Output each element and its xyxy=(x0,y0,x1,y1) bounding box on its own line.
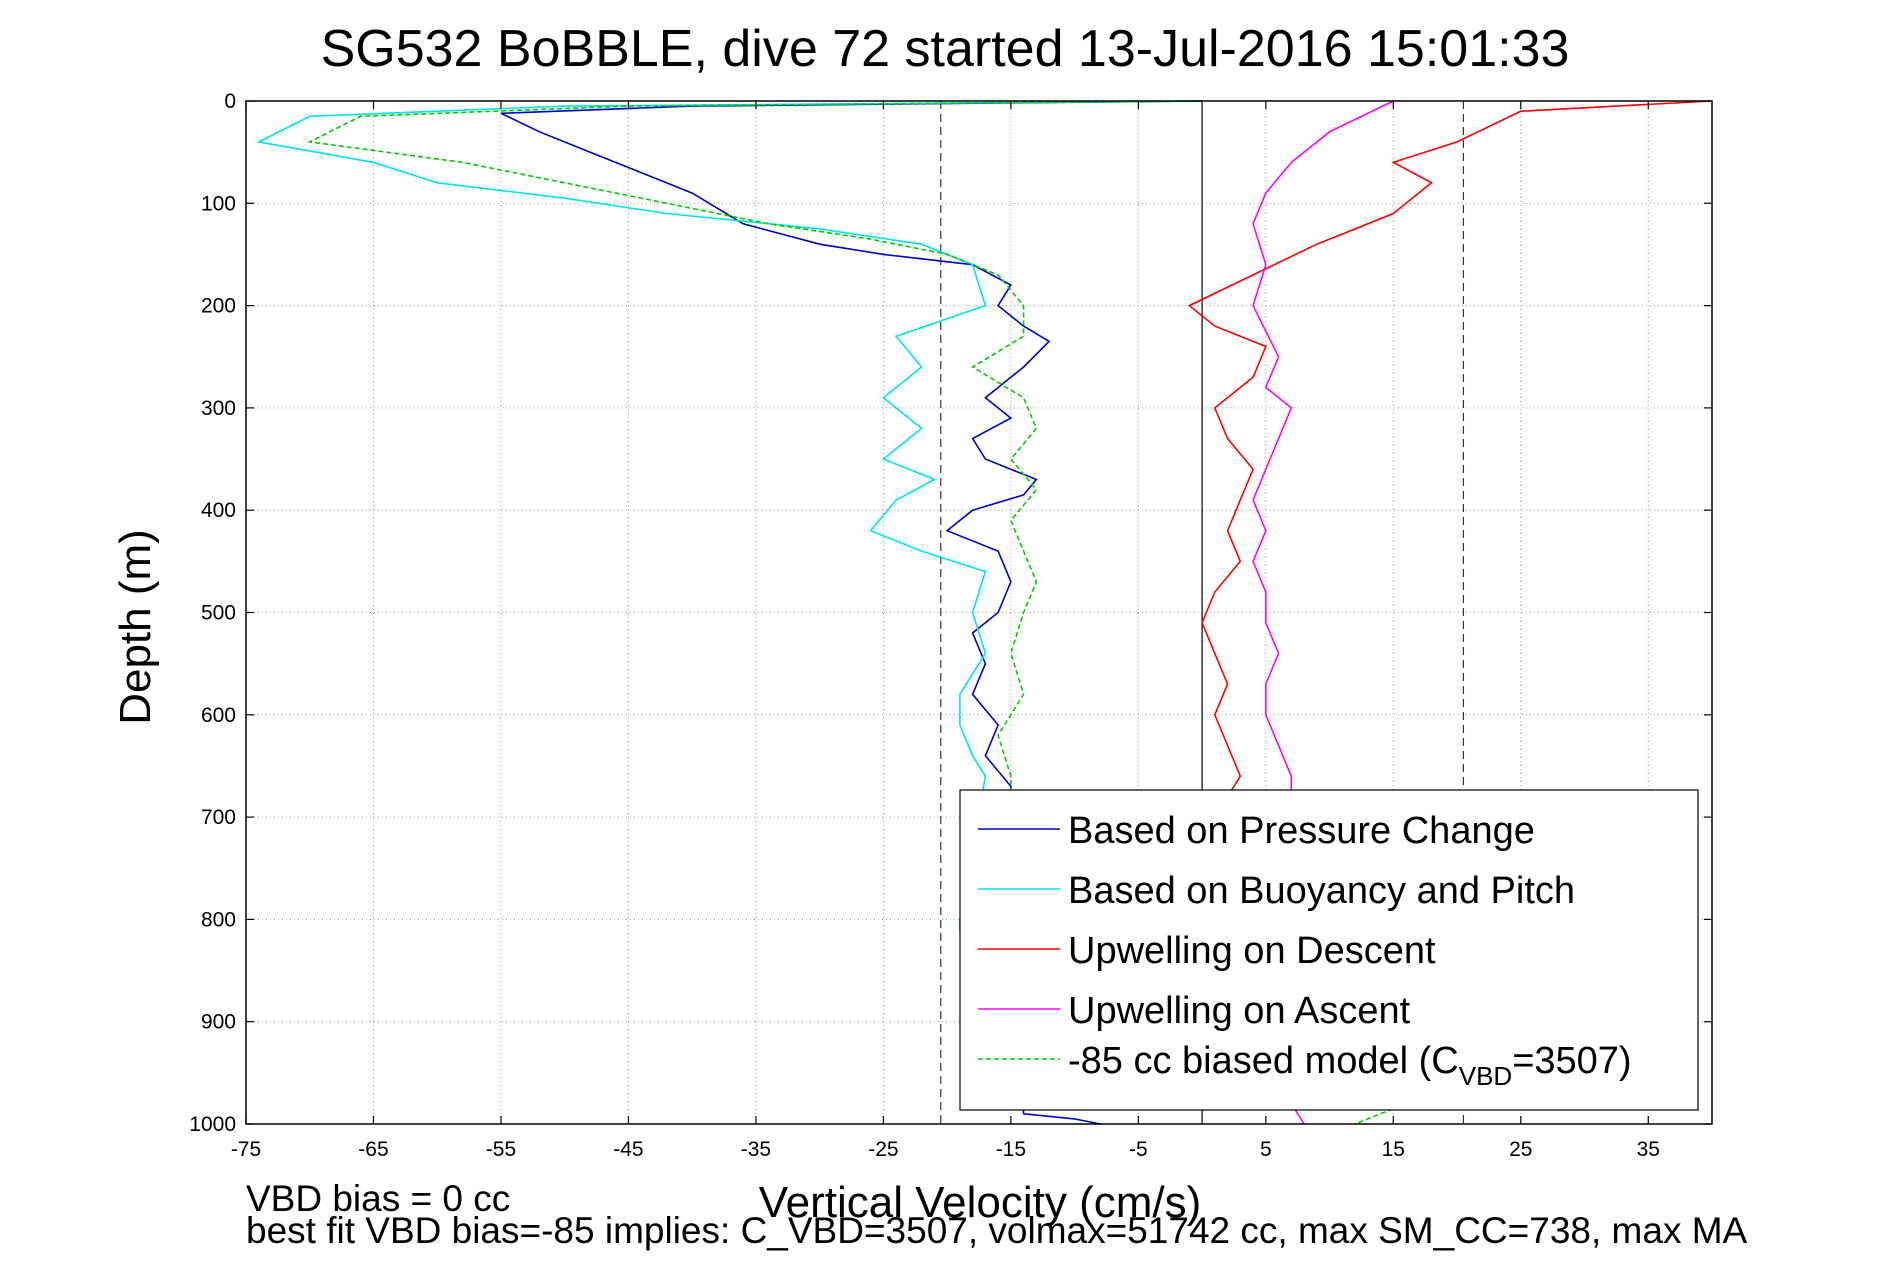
x-tick-label: -75 xyxy=(231,1138,261,1161)
x-tick-label: -15 xyxy=(996,1138,1026,1161)
series-layer xyxy=(256,100,1713,1125)
footnote-vbd-bias: VBD bias = 0 cc xyxy=(246,1178,511,1219)
series-line-1 xyxy=(256,100,1203,1109)
y-tick-label: 300 xyxy=(201,397,236,420)
x-tick-label: 35 xyxy=(1637,1138,1660,1161)
series-line-4 xyxy=(307,100,1459,1125)
legend-box xyxy=(959,789,1699,1111)
legend-label-2: Upwelling on Descent xyxy=(1068,930,1436,972)
footnote-best-fit: best fit VBD bias=-85 implies: C_VBD=350… xyxy=(246,1210,1748,1251)
legend-label-0: Based on Pressure Change xyxy=(1068,810,1535,852)
y-tick-label: 800 xyxy=(201,908,236,931)
y-tick-label: 200 xyxy=(201,295,236,318)
x-axis-label: Vertical Velocity (cm/s) xyxy=(759,1178,1202,1227)
x-tick-label: -35 xyxy=(741,1138,771,1161)
x-tick-label: -5 xyxy=(1129,1138,1148,1161)
y-tick-label: 0 xyxy=(224,90,236,113)
x-tick-label: 15 xyxy=(1382,1138,1405,1161)
y-tick-label: 400 xyxy=(201,499,236,522)
y-tick-label: 100 xyxy=(201,192,236,215)
x-tick-label: 5 xyxy=(1260,1138,1272,1161)
y-tick-label: 500 xyxy=(201,602,236,625)
y-tick-label: 900 xyxy=(201,1011,236,1034)
x-tick-label: -25 xyxy=(868,1138,898,1161)
series-line-0 xyxy=(500,100,1203,1125)
y-tick-label: 1000 xyxy=(189,1113,236,1136)
y-tick-label: 600 xyxy=(201,704,236,727)
y-tick-label: 700 xyxy=(201,806,236,829)
legend-label-3: Upwelling on Ascent xyxy=(1068,990,1411,1032)
y-axis-ticks: 0 100 200 300 400 500 600 700 800 900 1000 xyxy=(189,90,1712,1136)
x-axis-ticks: -75 -65 -55 -45 -35 -25 -15 -5 5 15 25 35 xyxy=(231,101,1660,1161)
series-line-2 xyxy=(1187,100,1713,798)
x-tick-label: 25 xyxy=(1509,1138,1532,1161)
x-tick-label: -45 xyxy=(613,1138,643,1161)
y-axis-label: Depth (m) xyxy=(111,529,160,725)
legend-label-1: Based on Buoyancy and Pitch xyxy=(1068,870,1575,912)
chart-title: SG532 BoBBLE, dive 72 started 13-Jul-201… xyxy=(321,20,1570,78)
x-tick-label: -55 xyxy=(486,1138,516,1161)
legend: Based on Pressure Change Based on Buoyanc… xyxy=(959,789,1699,1111)
series-line-3 xyxy=(1252,100,1394,1125)
x-tick-label: -65 xyxy=(358,1138,388,1161)
